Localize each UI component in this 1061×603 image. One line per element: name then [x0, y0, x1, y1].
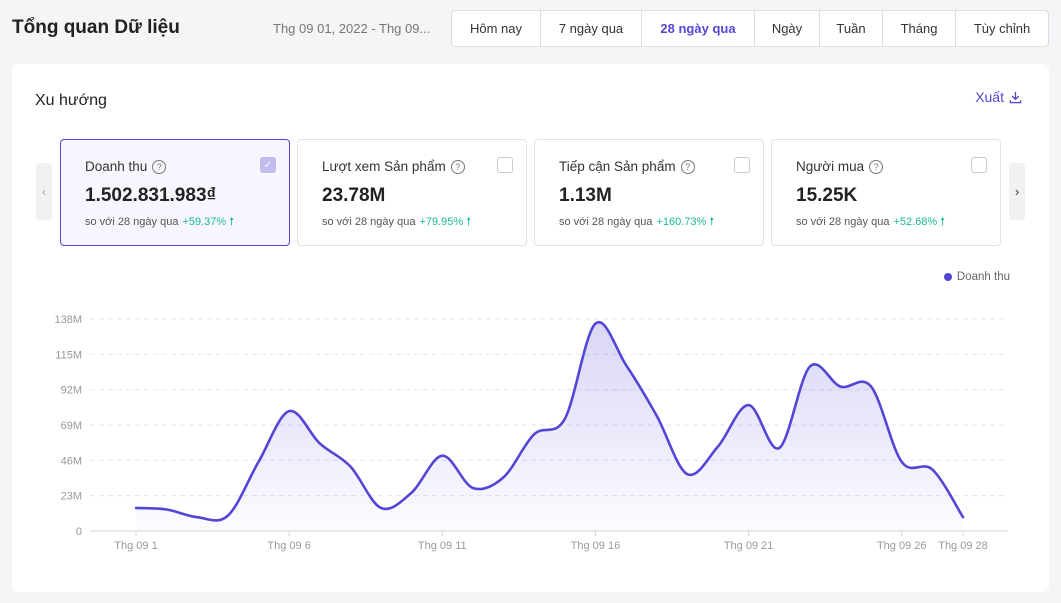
data-point[interactable]: [467, 482, 479, 494]
data-point[interactable]: [804, 361, 816, 373]
data-point[interactable]: [773, 442, 785, 454]
revenue-area: [136, 322, 963, 531]
chevron-right-icon: ›: [1014, 184, 1020, 199]
download-icon: [1009, 91, 1022, 103]
data-point[interactable]: [528, 428, 540, 440]
y-tick-label: 69M: [61, 420, 82, 432]
data-point[interactable]: [834, 381, 846, 393]
metric-delta: +160.73% 🠕: [656, 216, 715, 228]
data-point[interactable]: [498, 471, 510, 483]
legend-dot: [943, 273, 952, 281]
help-icon[interactable]: ?: [680, 159, 695, 174]
data-point[interactable]: [743, 399, 755, 411]
metric-value: 1.502.831.983₫: [85, 185, 217, 206]
data-point[interactable]: [712, 441, 724, 453]
tab-today[interactable]: Hôm nay: [452, 11, 541, 46]
data-point[interactable]: [406, 487, 418, 499]
x-tick-label: Thg 09 1: [114, 540, 157, 552]
data-point[interactable]: [559, 413, 571, 425]
metric-label: Tiếp cận Sản phẩm: [559, 159, 676, 174]
data-point[interactable]: [375, 502, 387, 514]
y-tick-label: 46M: [61, 455, 82, 467]
legend-label: Doanh thu: [956, 271, 1010, 283]
date-range-picker[interactable]: Thg 09 01, 2022 - Thg 09...: [273, 21, 431, 36]
metric-compare-text: so với 28 ngày qua: [796, 216, 890, 228]
data-point[interactable]: [191, 511, 203, 523]
metric-card-revenue[interactable]: Doanh thu? ✓ 1.502.831.983₫ so với 28 ng…: [60, 139, 290, 246]
data-point[interactable]: [253, 456, 265, 468]
metric-label: Doanh thu: [85, 159, 148, 174]
tab-week[interactable]: Tuần: [820, 11, 883, 46]
carousel-next-button[interactable]: ›: [1009, 163, 1025, 220]
x-tick-label: Thg 09 16: [571, 540, 621, 552]
data-point[interactable]: [620, 359, 632, 371]
help-icon[interactable]: ?: [450, 159, 465, 174]
x-tick-label: Thg 09 26: [877, 540, 927, 552]
check-icon: ✓: [263, 159, 273, 171]
y-tick-label: 92M: [61, 385, 82, 397]
revenue-line: [134, 320, 965, 522]
data-point[interactable]: [344, 460, 356, 472]
chart-legend[interactable]: Doanh thu: [943, 271, 1010, 283]
metric-value: 23.78M: [322, 185, 386, 206]
y-tick-label: 115M: [55, 349, 82, 361]
export-label: Xuất: [975, 89, 1004, 105]
metric-checkbox[interactable]: ✓: [260, 157, 276, 173]
data-point[interactable]: [589, 318, 601, 330]
data-point[interactable]: [436, 450, 448, 462]
metric-checkbox[interactable]: [971, 157, 987, 173]
trend-panel: Xu hướng Xuất ‹ › Doanh thu? ✓ 1.502.831…: [12, 64, 1049, 592]
period-tabs: Hôm nay 7 ngày qua 28 ngày qua Ngày Tuần…: [451, 10, 1049, 47]
data-point[interactable]: [681, 468, 693, 480]
export-button[interactable]: Xuất: [975, 89, 1022, 105]
tab-7-days[interactable]: 7 ngày qua: [541, 11, 642, 46]
help-icon[interactable]: ?: [869, 159, 884, 174]
data-point[interactable]: [161, 503, 173, 515]
carousel-prev-button[interactable]: ‹: [36, 163, 52, 220]
data-point[interactable]: [896, 456, 908, 468]
metric-card-product-reach[interactable]: Tiếp cận Sản phẩm? 1.13M so với 28 ngày …: [534, 139, 764, 246]
data-point[interactable]: [651, 410, 663, 422]
tab-28-days[interactable]: 28 ngày qua: [642, 11, 755, 46]
metric-label: Lượt xem Sản phẩm: [322, 159, 446, 174]
data-point[interactable]: [865, 381, 877, 393]
data-point[interactable]: [283, 405, 295, 417]
metric-value: 1.13M: [559, 185, 612, 206]
metric-card-product-views[interactable]: Lượt xem Sản phẩm? 23.78M so với 28 ngày…: [297, 139, 527, 246]
metric-compare-text: so với 28 ngày qua: [559, 216, 653, 228]
y-tick-label: 138M: [54, 314, 82, 326]
revenue-line-chart[interactable]: 0 23M 46M 69M 92M 115M 138M Thg 09 1 Thg 09 6 Th…: [12, 64, 1049, 592]
help-icon[interactable]: ?: [152, 159, 167, 174]
x-tick-label: Thg 09 28: [938, 540, 988, 552]
metric-card-buyers[interactable]: Người mua? 15.25K so với 28 ngày qua +52.…: [771, 139, 1001, 246]
metric-delta: +52.68% 🠕: [893, 216, 945, 228]
data-point[interactable]: [957, 511, 969, 523]
panel-title: Xu hướng: [35, 92, 107, 109]
data-point[interactable]: [130, 502, 142, 514]
page-title: Tổng quan Dữ liệu: [12, 17, 180, 38]
data-point[interactable]: [314, 437, 326, 449]
metric-label: Người mua: [796, 159, 865, 174]
data-point[interactable]: [926, 464, 938, 476]
x-tick-label: Thg 09 6: [267, 540, 310, 552]
tab-month[interactable]: Tháng: [883, 11, 956, 46]
metric-checkbox[interactable]: [734, 157, 750, 173]
metric-compare-text: so với 28 ngày qua: [322, 216, 416, 228]
data-point[interactable]: [222, 510, 234, 522]
metric-checkbox[interactable]: [497, 157, 513, 173]
y-tick-label: 0: [76, 526, 82, 538]
tab-custom[interactable]: Tùy chỉnh: [973, 21, 1031, 36]
metric-delta: +59.37% 🠕: [182, 216, 234, 228]
y-tick-label: 23M: [61, 491, 82, 503]
x-tick-label: Thg 09 21: [724, 540, 774, 552]
x-tick-label: Thg 09 11: [418, 540, 467, 552]
tab-day[interactable]: Ngày: [755, 11, 820, 46]
metric-compare-text: so với 28 ngày qua: [85, 216, 179, 228]
chevron-left-icon: ‹: [41, 184, 47, 199]
metric-value: 15.25K: [796, 185, 858, 206]
metric-delta: +79.95% 🠕: [419, 216, 471, 228]
